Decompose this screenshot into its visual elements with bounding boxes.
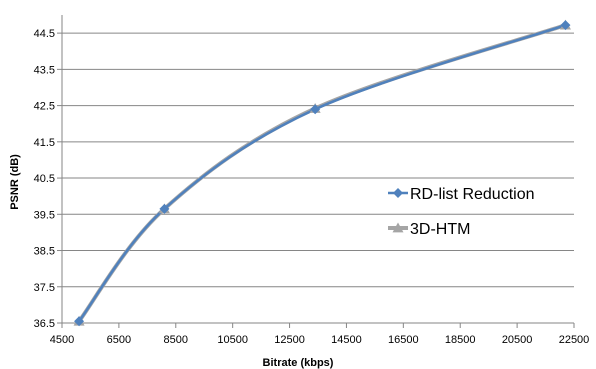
legend: RD-list Reduction 3D-HTM (388, 186, 534, 238)
x-tick-label: 14500 (331, 334, 362, 346)
data-point-rd-list-reduction (560, 20, 571, 31)
y-tick-label: 39.5 (34, 209, 55, 221)
y-tick-label: 43.5 (34, 64, 55, 76)
data-point-rd-list-reduction (159, 203, 170, 214)
y-tick-label: 38.5 (34, 246, 55, 258)
grid-lines (62, 32, 574, 324)
axes (57, 15, 575, 328)
legend-label-3d-htm: 3D-HTM (410, 221, 470, 238)
x-tick-label: 20500 (502, 334, 533, 346)
y-axis-title: PSNR (dB) (9, 154, 21, 210)
x-tick-label: 16500 (388, 334, 419, 346)
y-tick-label: 37.5 (34, 282, 55, 294)
series-lines (73, 19, 571, 327)
y-tick-labels: 36.5 37.5 38.5 39.5 40.5 41.5 42.5 43.5 44.5 (34, 28, 55, 330)
x-tick-label: 4500 (50, 334, 74, 346)
legend-marker-3d-htm (392, 222, 404, 233)
y-tick-label: 36.5 (34, 318, 55, 330)
legend-marker-rd-list-reduction (393, 188, 403, 198)
x-tick-label: 10500 (217, 334, 248, 346)
data-point-rd-list-reduction (310, 104, 321, 115)
series-line-rd-list-reduction (77, 23, 567, 323)
y-tick-label: 40.5 (34, 173, 55, 185)
x-tick-label: 12500 (274, 334, 305, 346)
y-tick-label: 41.5 (34, 137, 55, 149)
y-tick-label: 44.5 (34, 28, 55, 40)
x-axis-title: Bitrate (kbps) (263, 357, 334, 369)
data-point-rd-list-reduction (74, 316, 85, 327)
x-tick-labels: 4500 6500 8500 10500 12500 14500 16500 18500 205… (50, 334, 590, 346)
y-tick-label: 42.5 (34, 101, 55, 113)
x-tick-label: 8500 (164, 334, 188, 346)
legend-label-rd-list-reduction: RD-list Reduction (410, 186, 534, 203)
x-tick-label: 22500 (559, 334, 590, 346)
x-tick-label: 18500 (445, 334, 476, 346)
x-tick-label: 6500 (107, 334, 131, 346)
